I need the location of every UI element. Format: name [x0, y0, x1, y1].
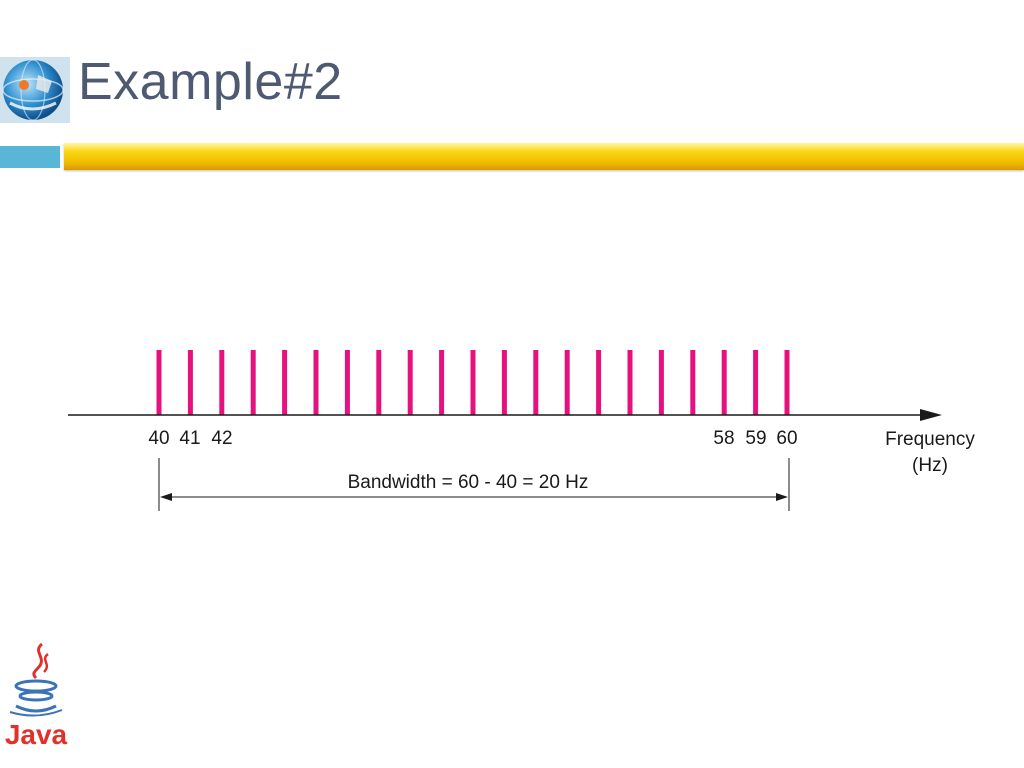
bandwidth-label: Bandwidth = 60 - 40 = 20 Hz	[348, 472, 589, 493]
axis-label: Frequency	[885, 429, 975, 450]
frequency-component-bar	[470, 350, 476, 415]
title-accent-block	[0, 146, 60, 168]
frequency-component-bar	[344, 350, 350, 415]
axis-arrowhead	[920, 409, 942, 421]
tick-label: 41	[179, 428, 200, 449]
frequency-component-bar	[439, 350, 445, 415]
frequency-component-bar	[784, 350, 790, 415]
frequency-component-bar	[282, 350, 288, 415]
frequency-component-bar	[533, 350, 539, 415]
slide-title: Example#2	[78, 53, 343, 111]
frequency-component-bar	[753, 350, 759, 415]
bandwidth-arrow-left	[160, 493, 172, 501]
axis-unit-label: (Hz)	[912, 455, 948, 476]
tick-label: 42	[211, 428, 232, 449]
tick-label: 58	[713, 428, 734, 449]
tick-label: 40	[148, 428, 169, 449]
title-underline-bar	[64, 143, 1024, 170]
frequency-component-bar	[376, 350, 382, 415]
frequency-component-bar	[690, 350, 696, 415]
frequency-component-bar	[250, 350, 256, 415]
java-logo-icon: Java	[5, 642, 68, 750]
frequency-component-bar	[501, 350, 507, 415]
globe-logo-icon	[0, 57, 70, 123]
frequency-component-bar	[313, 350, 319, 415]
bandwidth-arrow-right	[776, 493, 788, 501]
frequency-component-bar	[219, 350, 225, 415]
frequency-component-bar	[156, 350, 162, 415]
tick-label: 60	[776, 428, 797, 449]
frequency-component-bar	[658, 350, 664, 415]
java-logo-text: Java	[5, 719, 68, 750]
frequency-component-bar	[187, 350, 193, 415]
frequency-component-bar	[721, 350, 727, 415]
frequency-components	[156, 350, 790, 415]
frequency-component-bar	[596, 350, 602, 415]
tick-label: 59	[745, 428, 766, 449]
frequency-component-bar	[627, 350, 633, 415]
frequency-component-bar	[564, 350, 570, 415]
frequency-component-bar	[407, 350, 413, 415]
